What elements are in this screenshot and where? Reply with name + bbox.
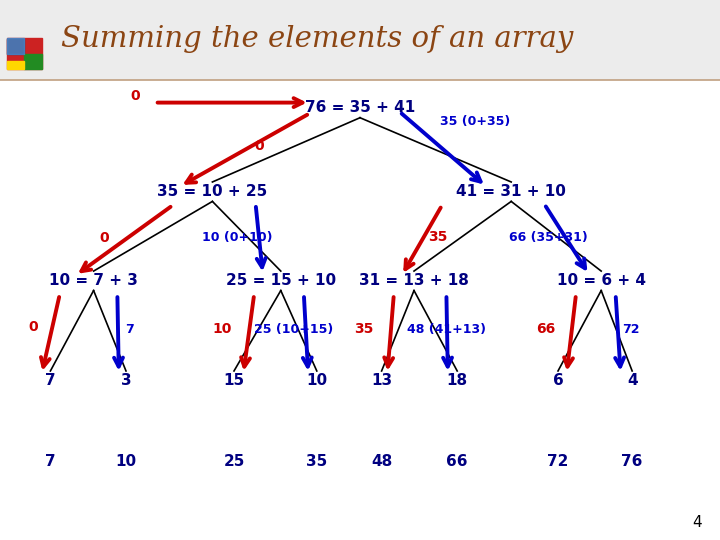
Text: 4: 4 — [627, 373, 637, 388]
Text: 3: 3 — [121, 373, 131, 388]
Text: 0: 0 — [99, 231, 109, 245]
FancyBboxPatch shape — [0, 0, 720, 80]
Text: 35 = 10 + 25: 35 = 10 + 25 — [157, 184, 268, 199]
Text: 0: 0 — [130, 89, 140, 103]
Text: 6: 6 — [553, 373, 563, 388]
Text: 0: 0 — [254, 139, 264, 153]
Bar — [7, 61, 24, 69]
Text: 18: 18 — [446, 373, 468, 388]
Bar — [24, 53, 42, 69]
Text: 25: 25 — [223, 454, 245, 469]
Text: 0: 0 — [28, 320, 38, 334]
Bar — [7, 38, 24, 53]
Text: 66: 66 — [536, 322, 555, 336]
Text: 13: 13 — [371, 373, 392, 388]
Text: 7: 7 — [45, 373, 55, 388]
Text: 35: 35 — [306, 454, 328, 469]
Text: 72: 72 — [622, 323, 639, 336]
Text: 7: 7 — [45, 454, 55, 469]
Text: 10 = 6 + 4: 10 = 6 + 4 — [557, 273, 646, 288]
Text: 10: 10 — [115, 454, 137, 469]
Text: 25 = 15 + 10: 25 = 15 + 10 — [226, 273, 336, 288]
Text: 35: 35 — [428, 230, 447, 244]
Text: 48: 48 — [371, 454, 392, 469]
Text: 10: 10 — [212, 322, 231, 336]
Text: 25 (10+15): 25 (10+15) — [254, 323, 333, 336]
Text: 48 (41+13): 48 (41+13) — [407, 323, 486, 336]
Text: 35: 35 — [354, 322, 373, 336]
Text: 41 = 31 + 10: 41 = 31 + 10 — [456, 184, 566, 199]
Text: 10 = 7 + 3: 10 = 7 + 3 — [49, 273, 138, 288]
Text: 72: 72 — [547, 454, 569, 469]
Text: 15: 15 — [223, 373, 245, 388]
Text: 4: 4 — [693, 515, 702, 530]
Text: 7: 7 — [125, 323, 134, 336]
Text: 76 = 35 + 41: 76 = 35 + 41 — [305, 100, 415, 116]
Text: 31 = 13 + 18: 31 = 13 + 18 — [359, 273, 469, 288]
Text: 10 (0+10): 10 (0+10) — [202, 231, 273, 244]
Bar — [7, 38, 42, 69]
Text: 10: 10 — [306, 373, 328, 388]
Text: Summing the elements of an array: Summing the elements of an array — [61, 25, 574, 53]
Text: 35 (0+35): 35 (0+35) — [440, 115, 510, 128]
Text: 76: 76 — [621, 454, 643, 469]
Text: 66 (35+31): 66 (35+31) — [509, 231, 588, 244]
Bar — [7, 38, 24, 53]
Text: 66: 66 — [446, 454, 468, 469]
